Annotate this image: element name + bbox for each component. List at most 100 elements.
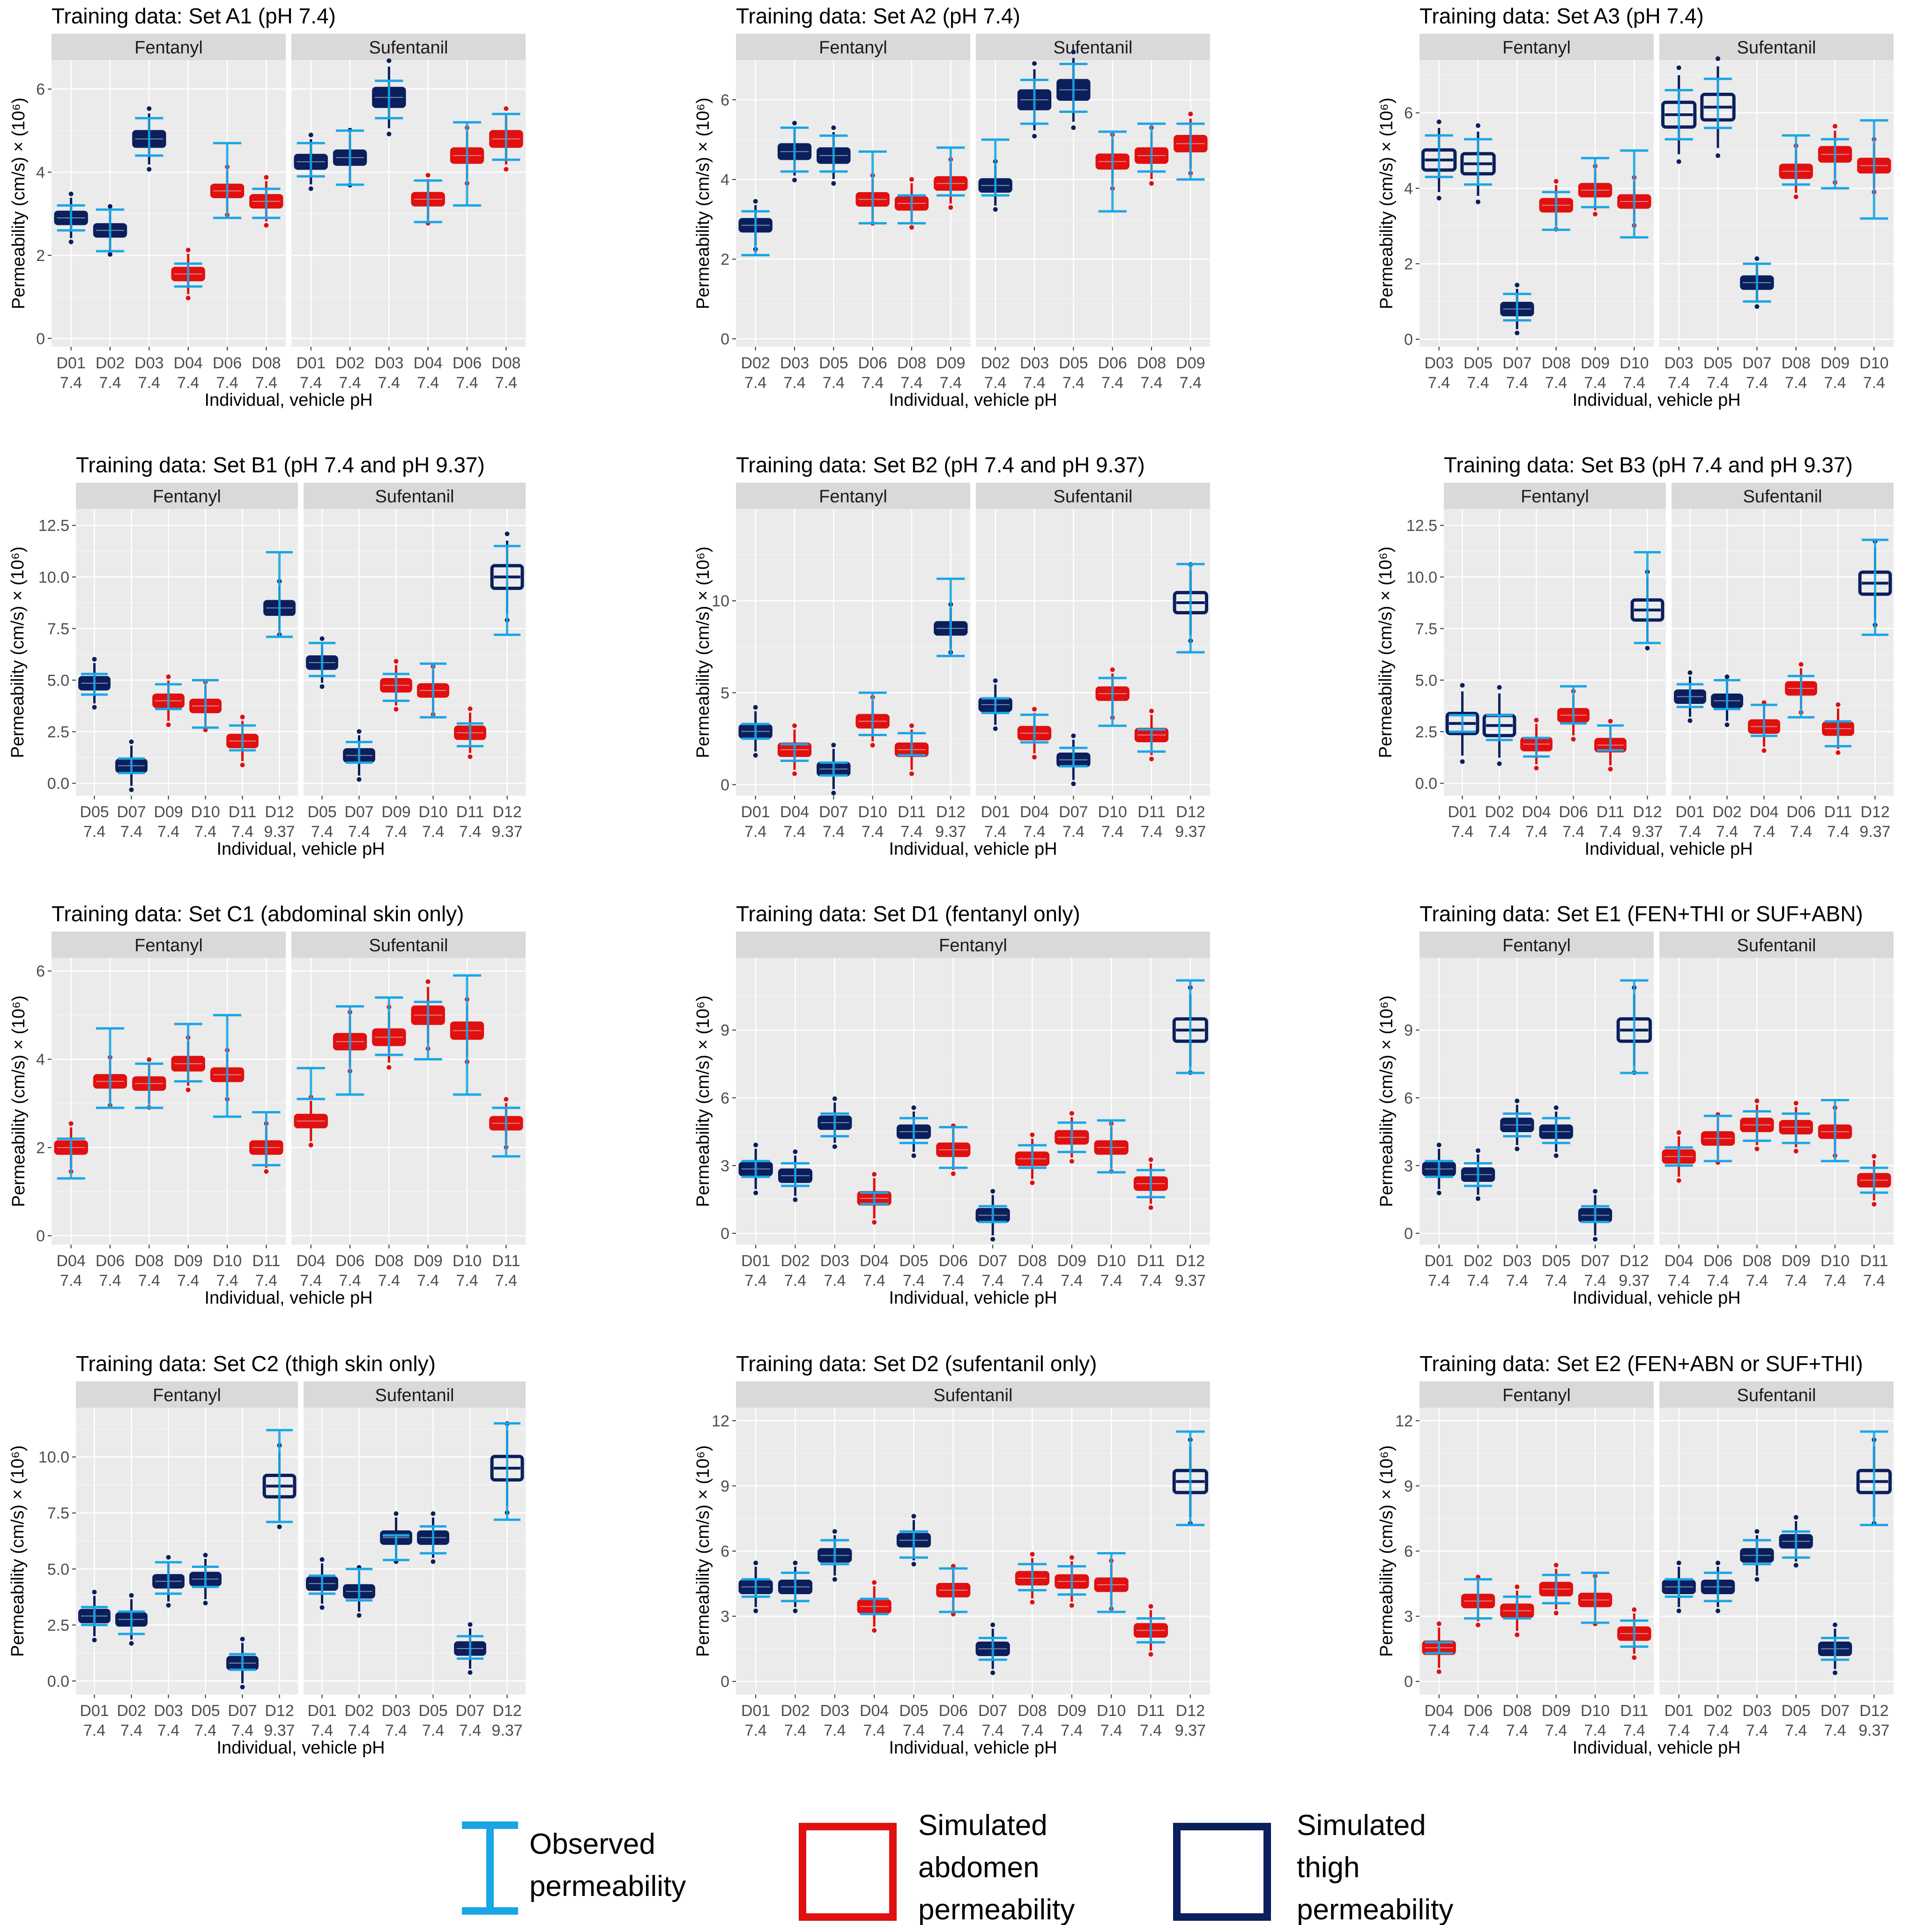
facet-strip-label: Fentanyl <box>153 1386 221 1405</box>
y-tick-label: 12 <box>1395 1412 1413 1430</box>
x-axis-label: Individual, vehicle pH <box>216 839 385 859</box>
facet-strip <box>736 1381 1210 1408</box>
x-tick-label-ph: 7.4 <box>1180 374 1202 392</box>
sim-outlier <box>1148 1604 1153 1609</box>
sim-outlier <box>1872 1154 1877 1159</box>
chart-panel: Training data: Set B2 (pH 7.4 and pH 9.3… <box>693 453 1210 859</box>
x-tick-label-ph: 7.4 <box>495 374 517 392</box>
panel-title: Training data: Set A1 (pH 7.4) <box>52 4 336 28</box>
facet-panel-bg <box>1444 509 1666 796</box>
x-tick-label-ph: 7.4 <box>60 1272 82 1290</box>
x-tick-label-id: D05 <box>307 803 336 821</box>
sim-outlier <box>203 1600 208 1605</box>
sim-outlier <box>357 1613 362 1618</box>
sim-outlier <box>108 252 112 257</box>
y-tick-label: 0 <box>1404 1673 1413 1691</box>
x-tick-label-id: D08 <box>1742 1252 1771 1270</box>
y-tick-label: 9 <box>721 1477 729 1495</box>
panel-title: Training data: Set A3 (pH 7.4) <box>1419 4 1704 28</box>
facet-strip-label: Sufentanil <box>933 1386 1012 1405</box>
sim-outlier <box>1754 304 1760 309</box>
x-tick-label-id: D07 <box>1502 354 1531 372</box>
x-tick-label-id: D09 <box>154 803 183 821</box>
x-tick-label-ph: 7.4 <box>862 374 884 392</box>
x-tick-label-ph: 7.4 <box>177 1272 199 1290</box>
x-tick-label-ph: 7.4 <box>1545 1272 1567 1290</box>
x-tick-label-ph: 7.4 <box>942 1722 964 1739</box>
x-tick-label-ph: 9.37 <box>1175 1272 1206 1290</box>
x-tick-label-id: D08 <box>1541 354 1570 372</box>
x-tick-label-ph: 7.4 <box>940 374 962 392</box>
sim-outlier <box>186 247 191 253</box>
sim-outlier <box>1716 56 1720 61</box>
x-tick-label-ph: 7.4 <box>1863 374 1885 392</box>
x-tick-label-ph: 7.4 <box>83 823 105 841</box>
x-tick-label-id: D02 <box>1485 803 1514 821</box>
sim-outlier <box>872 1628 877 1633</box>
x-tick-label-id: D07 <box>455 1702 484 1720</box>
x-tick-label-ph: 7.4 <box>824 1722 846 1739</box>
x-tick-label-ph: 7.4 <box>83 1722 105 1739</box>
x-tick-label-id: D02 <box>335 354 364 372</box>
sim-outlier <box>1833 1622 1837 1627</box>
sim-outlier <box>186 1087 191 1092</box>
sim-outlier <box>948 205 953 210</box>
sim-outlier <box>831 791 836 796</box>
x-tick-label-id: D04 <box>296 1252 325 1270</box>
x-tick-label-ph: 7.4 <box>903 1722 925 1739</box>
facet-strip-label: Sufentanil <box>1737 936 1816 955</box>
sim-outlier <box>468 1670 473 1675</box>
x-tick-label-ph: 7.4 <box>1063 374 1085 392</box>
y-axis-label: Permeability (cm/s) × (10⁶) <box>9 97 29 309</box>
facet-panel-bg <box>52 958 286 1245</box>
y-axis-label: Permeability (cm/s) × (10⁶) <box>693 546 713 758</box>
sim-outlier <box>166 722 171 727</box>
sim-outlier <box>872 1172 877 1177</box>
facet-panel-bg <box>976 509 1210 796</box>
x-tick-label-id: D02 <box>1464 1252 1493 1270</box>
panel-title: Training data: Set B3 (pH 7.4 and pH 9.3… <box>1444 453 1853 477</box>
x-tick-label-ph: 7.4 <box>459 1722 481 1739</box>
sim-outlier <box>831 125 836 130</box>
x-tick-label-id: D03 <box>154 1702 183 1720</box>
sim-outlier <box>1761 748 1767 753</box>
sim-outlier <box>832 1529 837 1534</box>
sim-outlier <box>92 705 97 710</box>
x-tick-label-id: D10 <box>1098 803 1127 821</box>
facet-strip-label: Sufentanil <box>369 936 448 955</box>
y-tick-label: 2.5 <box>47 724 69 741</box>
facet-strip <box>304 1381 526 1408</box>
x-tick-label-id: D08 <box>1018 1252 1047 1270</box>
sim-outlier <box>1835 702 1841 707</box>
panel-title: Training data: Set D2 (sufentanil only) <box>736 1351 1097 1376</box>
y-axis-label: Permeability (cm/s) × (10⁶) <box>1377 1445 1397 1657</box>
sim-outlier <box>870 743 875 748</box>
sim-outlier <box>1676 1560 1681 1566</box>
chart-panel: Training data: Set E1 (FEN+THI or SUF+AB… <box>1377 902 1894 1308</box>
x-tick-label-ph: 7.4 <box>1785 374 1807 392</box>
x-tick-label-ph: 7.4 <box>157 823 179 841</box>
sim-outlier <box>1553 1562 1559 1567</box>
sim-outlier <box>1793 194 1798 200</box>
y-tick-label: 6 <box>36 962 45 980</box>
facet-strip-label: Fentanyl <box>134 38 203 58</box>
facet-strip-label: Sufentanil <box>1737 38 1816 58</box>
x-tick-label-id: D10 <box>191 803 220 821</box>
sim-outlier <box>1608 718 1613 724</box>
x-tick-label-id: D03 <box>374 354 403 372</box>
sim-outlier <box>1069 1555 1074 1560</box>
x-tick-label-id: D06 <box>1464 1702 1493 1720</box>
x-tick-label-ph: 7.4 <box>1562 823 1584 841</box>
y-tick-label: 3 <box>721 1157 729 1175</box>
y-tick-label: 0.0 <box>47 1672 69 1690</box>
sim-outlier <box>1793 1563 1798 1568</box>
facet-strip <box>976 483 1210 509</box>
facet-strip <box>736 483 970 509</box>
x-tick-label-id: D11 <box>1860 1252 1888 1270</box>
sim-outlier <box>1553 1153 1559 1158</box>
facet-strip-label: Sufentanil <box>375 1386 454 1405</box>
x-tick-label-id: D02 <box>96 354 125 372</box>
sim-outlier <box>1515 1098 1520 1104</box>
x-tick-label-ph: 7.4 <box>984 823 1006 841</box>
